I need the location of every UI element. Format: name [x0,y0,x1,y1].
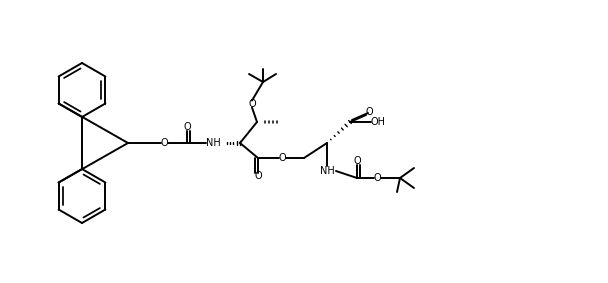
Text: O: O [365,107,373,117]
Text: OH: OH [370,117,385,127]
Text: O: O [373,173,381,183]
Text: NH: NH [320,166,334,176]
Text: O: O [183,122,191,132]
Text: O: O [254,171,262,181]
Text: NH: NH [206,138,220,148]
Text: O: O [160,138,168,148]
Text: O: O [248,99,256,109]
Text: O: O [353,156,361,166]
Text: O: O [278,153,286,163]
